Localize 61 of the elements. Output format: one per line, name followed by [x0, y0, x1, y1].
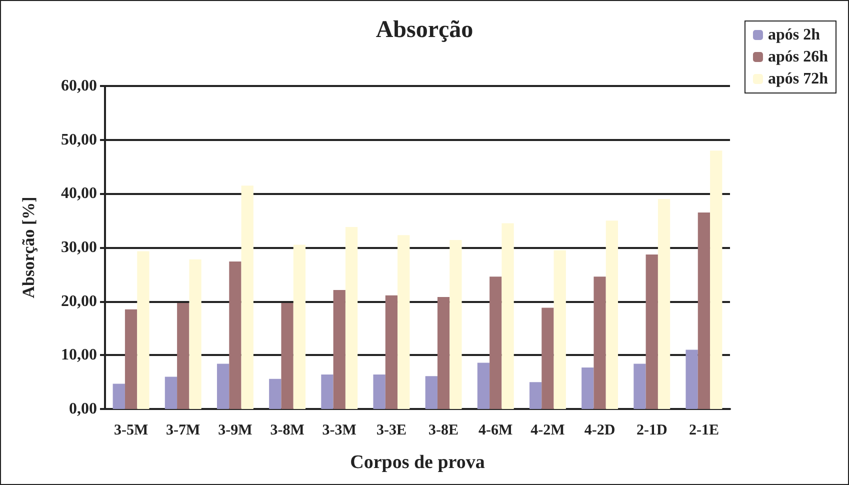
bar [686, 350, 698, 409]
bar [293, 244, 306, 409]
y-tick-label: 0,00 [69, 400, 97, 418]
x-tick-label: 3-3M [322, 422, 356, 438]
bar [502, 223, 514, 409]
y-tick-label: 10,00 [61, 346, 97, 364]
bar [269, 378, 282, 409]
x-axis-title: Corpos de prova [350, 452, 486, 473]
bar [137, 251, 150, 409]
x-tick-label: 3-9M [218, 422, 252, 438]
bar [554, 250, 566, 409]
bar [542, 308, 554, 409]
bar [216, 364, 230, 409]
bar [698, 212, 710, 409]
x-tick-label: 4-2M [530, 422, 565, 438]
bar [490, 276, 502, 409]
bar [333, 290, 346, 409]
bar [529, 382, 542, 409]
x-tick-label: 2-1D [636, 422, 668, 438]
bar [385, 295, 398, 409]
bar [321, 374, 334, 409]
legend-label: após 26h [768, 48, 828, 66]
legend-label: após 2h [768, 26, 820, 44]
y-tick-label: 60,00 [61, 78, 97, 94]
y-tick-label: 50,00 [61, 131, 97, 148]
bar [189, 259, 202, 409]
bar [425, 376, 438, 409]
bar [710, 150, 722, 409]
bar [594, 276, 606, 409]
x-tick-label: 3-8M [270, 422, 304, 438]
bar [112, 384, 125, 409]
bar [177, 302, 190, 409]
x-tick-label: 3-3E [376, 422, 406, 438]
x-tick-label: 4-6M [478, 422, 513, 438]
y-axis-title: Absorção [%] [19, 196, 38, 298]
bar [229, 261, 242, 409]
legend-label: após 72h [768, 70, 828, 88]
chart-title: Absorção [376, 17, 474, 43]
y-tick-label: 30,00 [61, 239, 97, 256]
bar [646, 254, 658, 409]
x-tick-label: 2-1E [688, 422, 719, 438]
bar [281, 302, 294, 409]
y-tick-label: 40,00 [61, 185, 97, 202]
x-tick-label: 4-2D [584, 422, 616, 438]
bar [241, 186, 254, 409]
bar [606, 220, 618, 409]
bar [658, 199, 670, 409]
bar [164, 376, 178, 409]
bar [398, 235, 410, 409]
bar [634, 364, 646, 409]
bar [345, 227, 358, 409]
y-tick-label: 20,00 [61, 292, 97, 310]
x-tick-label: 3-8E [428, 422, 459, 438]
bar [450, 240, 462, 409]
bar [373, 374, 386, 409]
bar [437, 297, 450, 409]
x-tick-label: 3-5M [114, 422, 148, 438]
bar [477, 362, 490, 409]
bar [124, 309, 138, 409]
bar [582, 368, 594, 409]
x-tick-label: 3-7M [166, 422, 200, 438]
